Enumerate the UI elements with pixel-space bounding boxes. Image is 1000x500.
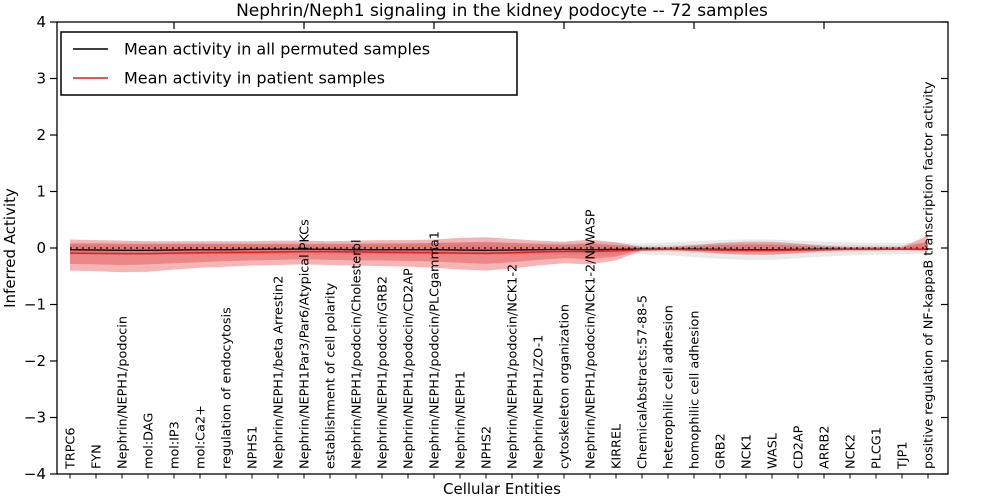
x-tick-label: TRPC6: [63, 427, 78, 470]
y-tick-label: −3: [24, 409, 46, 427]
x-tick-label: Nephrin/NEPH1/ZO-1: [531, 335, 546, 469]
x-tick-label: GRB2: [713, 433, 728, 469]
patient-range-band-outer: [70, 235, 928, 273]
x-tick-label: positive regulation of NF-kappaB transcr…: [921, 81, 936, 469]
x-tick-label: heterophilic cell adhesion: [661, 305, 676, 469]
x-tick-label: WASL: [765, 432, 780, 469]
x-tick-label: Nephrin/NEPH1Par3/Par6/Atypical PKCs: [297, 219, 312, 469]
mean-lines: [69, 247, 928, 255]
x-tick-label: Nephrin/NEPH1/podocin: [115, 316, 130, 469]
activity-bands: [70, 235, 928, 273]
chart-title: Nephrin/Neph1 signaling in the kidney po…: [236, 1, 768, 21]
x-tick-label: cytoskeleton organization: [557, 304, 572, 469]
y-tick-label: −4: [24, 465, 46, 483]
x-tick-label: Nephrin/NEPH1/beta Arrestin2: [271, 276, 286, 469]
legend-box: [60, 31, 518, 96]
x-tick-label: NPHS1: [245, 426, 260, 469]
x-tick-label: mol:DAG: [141, 413, 156, 469]
mean-patient-line: [69, 248, 928, 255]
x-tick-label: Nephrin/NEPH1/podocin/NCK1-2/N-WASP: [583, 209, 598, 469]
y-tick-label: 1: [36, 183, 46, 201]
x-tick-label: KIRREL: [609, 423, 624, 469]
y-tick-label: 0: [36, 239, 46, 257]
y-tick-label: 2: [36, 126, 46, 144]
x-tick-label: regulation of endocytosis: [219, 307, 234, 469]
y-tick-label: −2: [24, 352, 46, 370]
axis-ticks: 4 3 2 1 0 −1 −2 −3 −4: [24, 13, 948, 483]
x-tick-label: Nephrin/NEPH1/podocin/GRB2: [375, 276, 390, 469]
x-category-labels: TRPC6 FYN Nephrin/NEPH1/podocin mol:DAG mol:…: [63, 81, 936, 470]
x-tick-label: mol:Ca2+: [193, 405, 208, 469]
x-tick-label: homophilic cell adhesion: [687, 311, 702, 469]
x-axis-label: Cellular Entities: [443, 480, 561, 498]
legend-label-patient: Mean activity in patient samples: [124, 69, 385, 88]
y-tick-label: −1: [24, 296, 46, 314]
x-tick-label: establishment of cell polarity: [323, 282, 338, 469]
x-tick-label: Nephrin/NEPH1/podocin/PLCgamma1: [427, 231, 442, 469]
x-tick-label: Nephrin/NEPH1/podocin/Cholesterol: [349, 239, 364, 469]
x-tick-label: NCK1: [739, 434, 754, 469]
x-tick-label: ARRB2: [817, 426, 832, 469]
x-tick-label: ChemicalAbstracts:57-88-5: [635, 295, 650, 469]
x-tick-label: NCK2: [843, 434, 858, 469]
x-tick-label: TJP1: [895, 442, 910, 470]
x-tick-label: NPHS2: [479, 426, 494, 469]
legend: Mean activity in all permuted samples Me…: [60, 31, 518, 96]
legend-label-permuted: Mean activity in all permuted samples: [124, 40, 430, 59]
y-tick-label: 3: [36, 70, 46, 88]
x-tick-label: Nephrin/NEPH1/podocin/NCK1-2: [505, 264, 520, 469]
x-tick-label: Nephrin/NEPH1/podocin/CD2AP: [401, 268, 416, 469]
x-tick-label: FYN: [89, 444, 104, 469]
y-tick-label: 4: [36, 13, 46, 31]
x-tick-label: CD2AP: [791, 425, 806, 469]
y-axis-label: Inferred Activity: [1, 188, 19, 308]
x-tick-label: mol:IP3: [167, 421, 182, 469]
x-tick-label: Nephrin/NEPH1: [453, 371, 468, 469]
x-tick-label: PLCG1: [869, 427, 884, 469]
